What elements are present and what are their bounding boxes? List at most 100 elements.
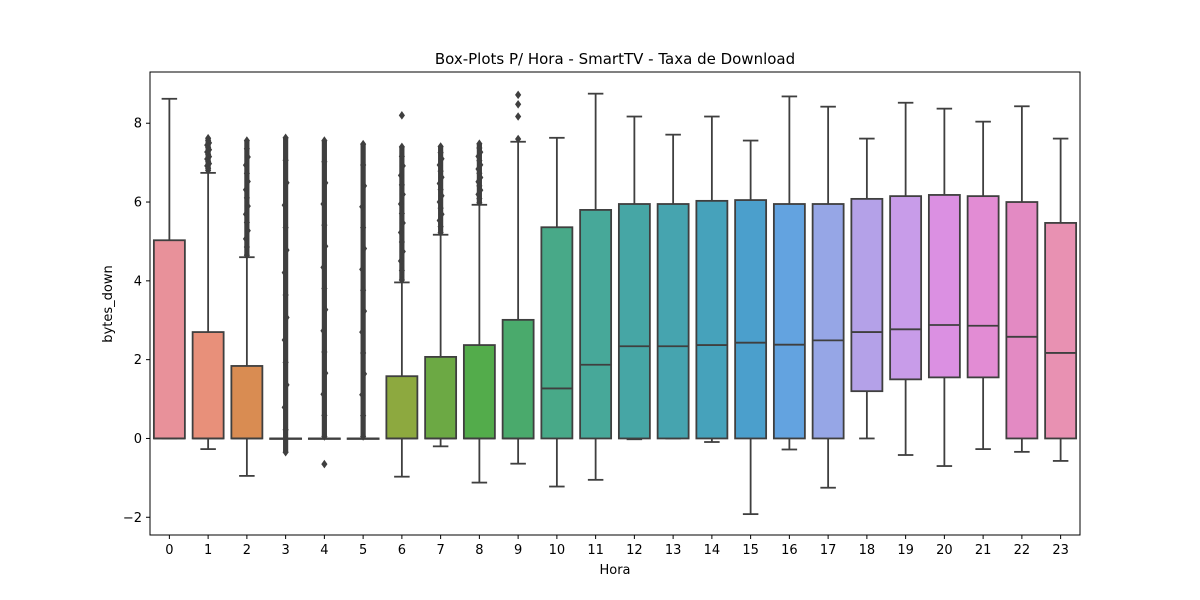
outlier-point bbox=[399, 218, 406, 228]
x-tick-label: 6 bbox=[398, 543, 406, 558]
outlier-point bbox=[322, 178, 329, 188]
box-body bbox=[501, 318, 535, 440]
box-body bbox=[152, 239, 186, 440]
box-body bbox=[695, 199, 729, 440]
outlier-point bbox=[281, 268, 288, 277]
outlier-point bbox=[322, 305, 329, 314]
outlier-point bbox=[282, 358, 289, 367]
outlier-point bbox=[437, 228, 444, 238]
outlier-point bbox=[243, 144, 250, 154]
x-tick-label: 19 bbox=[897, 543, 914, 558]
outlier-point bbox=[282, 133, 289, 143]
outlier-point bbox=[283, 178, 290, 188]
y-tick-label: 8 bbox=[134, 117, 142, 132]
box-body bbox=[850, 197, 884, 393]
outlier-point bbox=[360, 411, 367, 420]
x-tick-label: 2 bbox=[243, 543, 251, 558]
x-tick-label: 15 bbox=[742, 543, 759, 558]
box-body bbox=[191, 331, 225, 440]
outlier-point bbox=[244, 152, 251, 162]
outlier-point bbox=[244, 201, 251, 211]
box-body bbox=[579, 209, 613, 440]
x-tick-label: 0 bbox=[165, 543, 173, 558]
outlier-point bbox=[359, 202, 366, 212]
outlier-point bbox=[399, 161, 406, 171]
x-tick-label: 9 bbox=[514, 543, 522, 558]
outlier-point bbox=[360, 139, 367, 149]
box-20 bbox=[927, 107, 961, 467]
plot-frame bbox=[149, 71, 1081, 536]
outlier-point bbox=[360, 160, 367, 170]
outlier-point bbox=[281, 335, 288, 345]
outlier-point bbox=[244, 177, 251, 186]
x-tick-label: 7 bbox=[436, 543, 444, 558]
box-body bbox=[966, 195, 1000, 379]
outlier-point bbox=[515, 90, 522, 100]
box-body bbox=[656, 203, 690, 440]
outlier-point bbox=[399, 190, 406, 199]
outlier-point bbox=[244, 226, 251, 235]
outlier-point bbox=[282, 425, 289, 435]
y-axis: −2 0 2 4 6 8 bbox=[123, 117, 150, 526]
y-tick-label: 6 bbox=[134, 196, 142, 211]
outlier-point bbox=[283, 313, 290, 322]
y-axis-label: bytes_down bbox=[101, 265, 116, 342]
x-tick-label: 11 bbox=[587, 543, 604, 558]
outlier-point bbox=[437, 222, 444, 231]
outlier-point bbox=[398, 142, 405, 152]
outlier-point bbox=[360, 306, 368, 316]
box-21 bbox=[966, 120, 1000, 450]
outlier-point bbox=[398, 275, 405, 285]
outlier-point bbox=[242, 185, 250, 194]
box-7 bbox=[424, 233, 458, 448]
outlier-point bbox=[322, 368, 329, 378]
outlier-point bbox=[398, 152, 405, 161]
outlier-point bbox=[242, 209, 250, 219]
box-2 bbox=[230, 256, 264, 477]
outlier-point bbox=[438, 209, 445, 219]
outlier-point bbox=[282, 223, 289, 232]
x-tick-label: 14 bbox=[704, 543, 721, 558]
x-tick-label: 3 bbox=[281, 543, 289, 558]
outlier-point bbox=[243, 242, 250, 252]
box-body bbox=[230, 365, 264, 440]
outlier-point bbox=[281, 200, 288, 210]
outlier-point bbox=[360, 432, 367, 441]
box-12 bbox=[617, 115, 651, 441]
x-axis: 0 1 2 3 4 5 6 7 8 9 10 11 12 13 14 15 16 17 18 19 20 21 22 23 bbox=[165, 535, 1069, 558]
outlier-point bbox=[320, 199, 327, 209]
outlier-point bbox=[515, 134, 522, 144]
x-tick-label: 20 bbox=[936, 543, 953, 558]
outlier-point bbox=[438, 154, 445, 164]
outlier-point bbox=[243, 169, 250, 178]
outlier-point bbox=[397, 256, 405, 266]
outlier-point bbox=[321, 432, 328, 441]
outlier-point bbox=[397, 228, 405, 237]
x-tick-label: 21 bbox=[975, 543, 992, 558]
outlier-point bbox=[515, 112, 522, 121]
box-body bbox=[462, 344, 496, 440]
outlier-point bbox=[359, 390, 366, 400]
outlier-point bbox=[438, 191, 445, 201]
box-body bbox=[811, 203, 845, 440]
x-tick-label: 18 bbox=[859, 543, 876, 558]
outlier-point bbox=[205, 163, 212, 173]
x-tick-label: 1 bbox=[204, 543, 212, 558]
outlier-point bbox=[282, 155, 289, 165]
box-body bbox=[889, 195, 923, 381]
outlier-point bbox=[398, 266, 405, 275]
y-tick-label: 0 bbox=[134, 432, 142, 447]
outlier-point bbox=[281, 403, 288, 412]
x-tick-label: 17 bbox=[820, 543, 837, 558]
x-tick-label: 13 bbox=[665, 543, 682, 558]
outlier-point bbox=[438, 173, 445, 182]
outlier-point bbox=[360, 223, 367, 232]
box-body bbox=[1044, 222, 1078, 440]
outlier-point bbox=[360, 181, 368, 191]
box-body bbox=[385, 375, 419, 440]
outlier-point bbox=[360, 286, 367, 295]
box-18 bbox=[850, 137, 884, 440]
outlier-point bbox=[397, 171, 405, 180]
outlier-point bbox=[322, 241, 329, 251]
